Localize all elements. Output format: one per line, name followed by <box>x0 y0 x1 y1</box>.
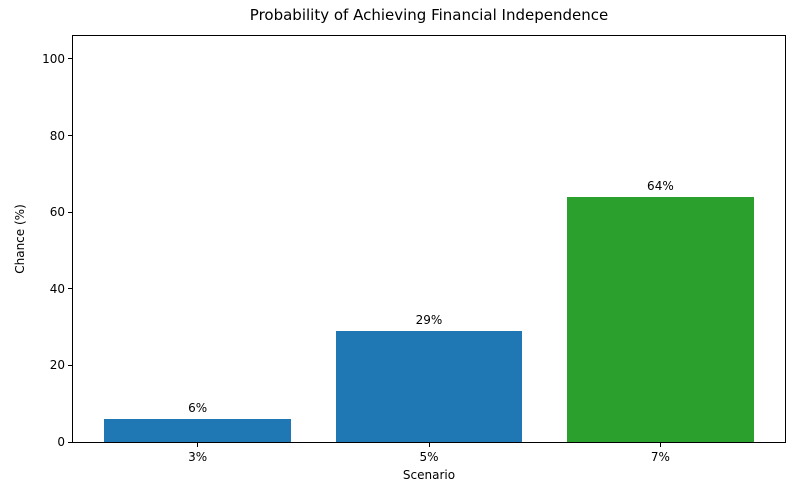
y-tick-mark <box>68 288 72 290</box>
bar <box>567 196 754 442</box>
x-tick-mark <box>197 443 199 447</box>
y-tick-mark <box>68 211 72 213</box>
x-axis-label: Scenario <box>402 468 456 482</box>
y-axis-label: Chance (%) <box>13 204 27 274</box>
y-tick-label: 20 <box>49 358 65 373</box>
y-tick-mark <box>68 441 72 443</box>
y-tick-label: 100 <box>42 51 65 66</box>
y-tick-mark <box>68 135 72 137</box>
plot-area: 0 20 40 60 80 100 6% 3% 29% 5% 64% 7% <box>42 35 786 464</box>
x-tick-mark <box>428 443 430 447</box>
y-tick-mark <box>68 58 72 60</box>
x-tick-label: 3% <box>188 450 208 464</box>
bar <box>104 419 291 442</box>
bar-value-label: 29% <box>415 312 443 327</box>
x-tick-label: 7% <box>650 450 670 464</box>
bar-value-label: 6% <box>188 401 208 416</box>
y-tick-mark <box>68 364 72 366</box>
x-tick-label: 5% <box>419 450 439 464</box>
x-tick-mark <box>659 443 661 447</box>
y-tick-label: 60 <box>49 205 65 220</box>
y-tick-label: 80 <box>49 128 65 143</box>
chart-title: Probability of Achieving Financial Indep… <box>249 6 609 24</box>
y-tick-label: 0 <box>57 435 65 449</box>
bar <box>335 330 523 442</box>
y-tick-label: 40 <box>49 281 65 296</box>
bar-value-label: 64% <box>647 178 674 193</box>
